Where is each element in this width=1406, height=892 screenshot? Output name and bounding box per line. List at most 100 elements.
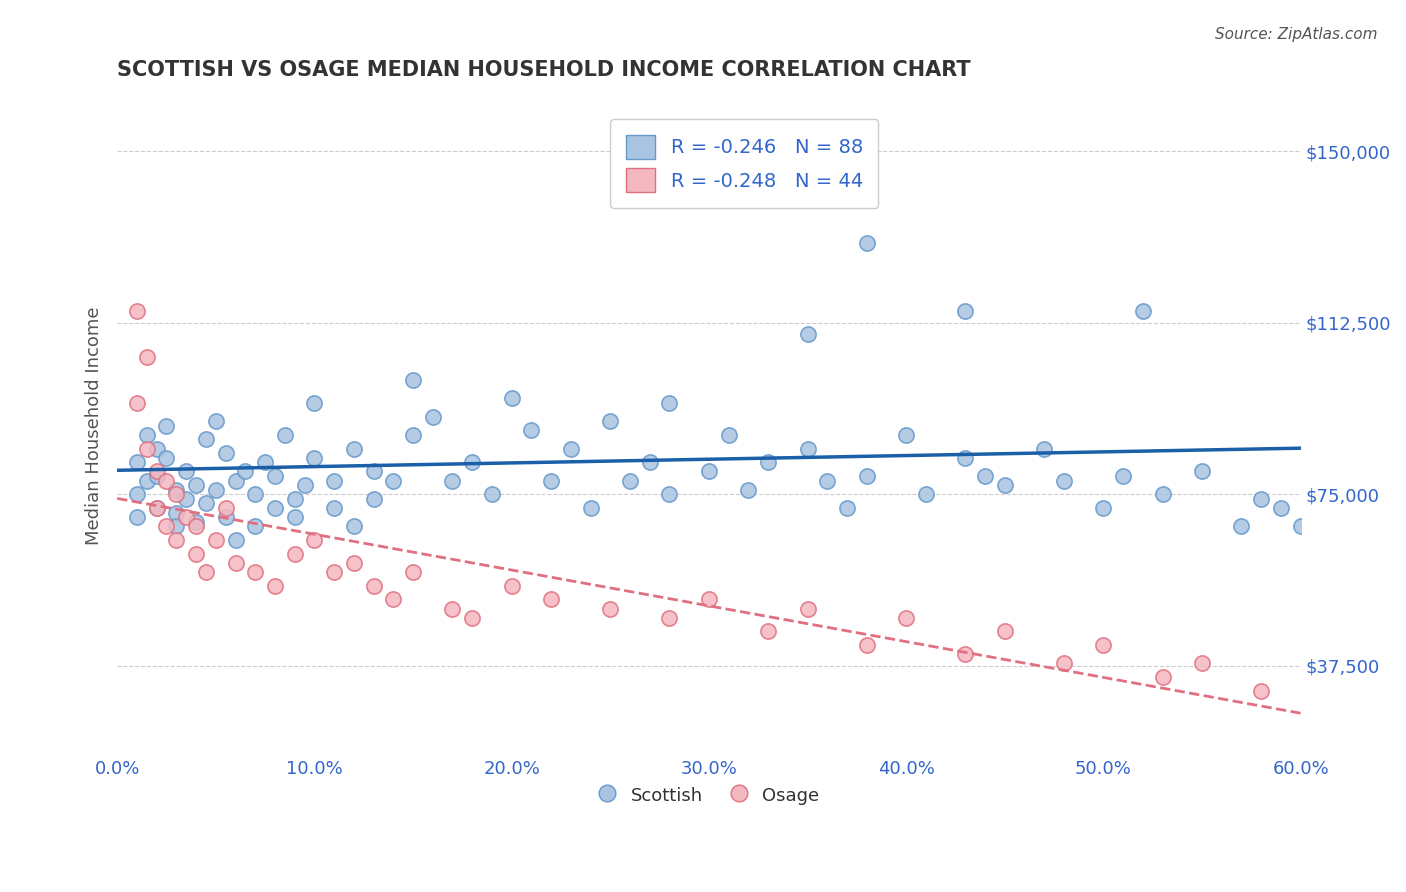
Point — [994, 624, 1017, 639]
Point — [165, 483, 187, 497]
Point — [363, 464, 385, 478]
Point — [194, 433, 217, 447]
Point — [125, 487, 148, 501]
Point — [1191, 657, 1213, 671]
Point — [274, 427, 297, 442]
Point — [697, 592, 720, 607]
Point — [264, 469, 287, 483]
Point — [245, 487, 267, 501]
Point — [540, 474, 562, 488]
Point — [1092, 638, 1115, 652]
Point — [194, 565, 217, 579]
Point — [658, 396, 681, 410]
Point — [174, 464, 197, 478]
Legend: Scottish, Osage: Scottish, Osage — [591, 779, 827, 812]
Point — [294, 478, 316, 492]
Point — [855, 235, 877, 250]
Point — [994, 478, 1017, 492]
Point — [135, 474, 157, 488]
Point — [402, 373, 425, 387]
Point — [165, 506, 187, 520]
Point — [194, 496, 217, 510]
Point — [145, 442, 167, 456]
Point — [638, 455, 661, 469]
Point — [215, 510, 238, 524]
Point — [1250, 491, 1272, 506]
Point — [135, 427, 157, 442]
Point — [1132, 304, 1154, 318]
Point — [323, 500, 346, 515]
Point — [1191, 464, 1213, 478]
Point — [343, 519, 366, 533]
Point — [363, 491, 385, 506]
Point — [894, 611, 917, 625]
Point — [441, 601, 464, 615]
Point — [402, 427, 425, 442]
Point — [145, 500, 167, 515]
Point — [520, 423, 543, 437]
Point — [382, 474, 405, 488]
Point — [304, 396, 326, 410]
Point — [264, 500, 287, 515]
Point — [155, 519, 177, 533]
Point — [796, 327, 818, 342]
Point — [955, 648, 977, 662]
Point — [422, 409, 444, 424]
Point — [125, 455, 148, 469]
Point — [125, 510, 148, 524]
Point — [915, 487, 938, 501]
Point — [579, 500, 602, 515]
Point — [855, 638, 877, 652]
Point — [894, 427, 917, 442]
Point — [1250, 684, 1272, 698]
Point — [215, 446, 238, 460]
Point — [658, 487, 681, 501]
Point — [1053, 657, 1076, 671]
Point — [125, 396, 148, 410]
Point — [204, 533, 226, 547]
Point — [284, 510, 307, 524]
Point — [155, 450, 177, 465]
Point — [245, 565, 267, 579]
Point — [402, 53, 425, 67]
Point — [1033, 442, 1056, 456]
Point — [323, 565, 346, 579]
Point — [284, 547, 307, 561]
Point — [540, 592, 562, 607]
Point — [184, 515, 207, 529]
Point — [323, 474, 346, 488]
Point — [264, 579, 287, 593]
Point — [1270, 500, 1292, 515]
Text: SCOTTISH VS OSAGE MEDIAN HOUSEHOLD INCOME CORRELATION CHART: SCOTTISH VS OSAGE MEDIAN HOUSEHOLD INCOM… — [117, 60, 970, 79]
Point — [560, 442, 582, 456]
Point — [481, 487, 503, 501]
Point — [1152, 670, 1174, 684]
Point — [225, 533, 247, 547]
Point — [717, 427, 740, 442]
Point — [461, 455, 484, 469]
Point — [955, 450, 977, 465]
Point — [363, 579, 385, 593]
Point — [304, 450, 326, 465]
Point — [1152, 487, 1174, 501]
Point — [461, 611, 484, 625]
Point — [343, 442, 366, 456]
Point — [697, 464, 720, 478]
Point — [174, 510, 197, 524]
Point — [974, 469, 997, 483]
Point — [165, 487, 187, 501]
Point — [145, 464, 167, 478]
Point — [165, 519, 187, 533]
Point — [796, 442, 818, 456]
Point — [245, 519, 267, 533]
Point — [135, 442, 157, 456]
Point — [835, 500, 858, 515]
Point — [145, 469, 167, 483]
Point — [599, 601, 621, 615]
Point — [125, 304, 148, 318]
Point — [184, 547, 207, 561]
Point — [304, 533, 326, 547]
Point — [155, 474, 177, 488]
Point — [815, 474, 838, 488]
Point — [284, 491, 307, 506]
